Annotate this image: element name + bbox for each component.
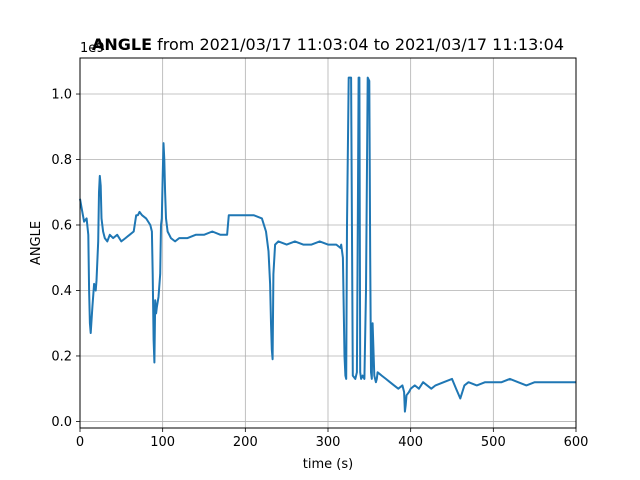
x-tick-label: 100 (150, 435, 175, 450)
x-tick-label: 200 (233, 435, 258, 450)
y-tick-label: 0.4 (51, 284, 72, 299)
y-axis-label: ANGLE (29, 221, 44, 265)
chart-title-rest: from 2021/03/17 11:03:04 to 2021/03/17 1… (152, 35, 564, 54)
chart-title: ANGLE from 2021/03/17 11:03:04 to 2021/0… (92, 35, 564, 54)
plot-area (79, 76, 576, 413)
x-tick-label: 500 (481, 435, 506, 450)
x-tick-label: 300 (316, 435, 341, 450)
x-tick-label: 0 (76, 435, 84, 450)
x-axis-label: time (s) (303, 457, 353, 472)
y-tick-label: 0.0 (51, 415, 72, 430)
y-offset-label: 1e9 (80, 41, 105, 56)
y-tick-label: 0.2 (51, 349, 72, 364)
x-axis-ticks: 0 100 200 300 400 500 600 (76, 428, 589, 450)
x-tick-label: 400 (398, 435, 423, 450)
y-tick-label: 0.8 (51, 153, 72, 168)
chart-title-bold: ANGLE (92, 35, 152, 54)
y-tick-label: 0.6 (51, 218, 72, 233)
series-line-angle (79, 76, 576, 413)
x-tick-label: 600 (564, 435, 589, 450)
y-axis-ticks: 0.0 0.2 0.4 0.6 0.8 1.0 (51, 88, 80, 430)
y-tick-label: 1.0 (51, 88, 72, 103)
